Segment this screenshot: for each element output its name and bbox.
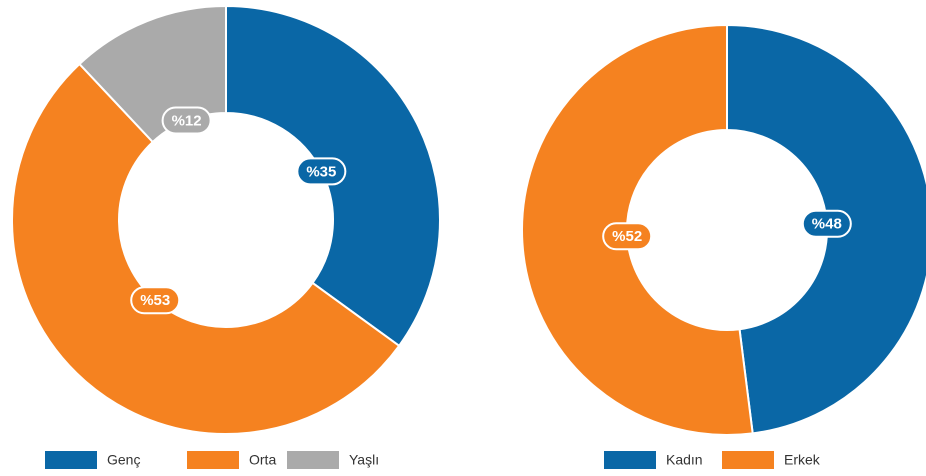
data-label: %52	[602, 222, 653, 251]
legend-swatch	[604, 451, 656, 469]
legend-label: Yaşlı	[349, 452, 379, 468]
donut-segment	[11, 62, 401, 435]
legend-label: Genç	[107, 452, 140, 468]
data-label-box	[161, 106, 212, 135]
legend-swatch	[287, 451, 339, 469]
data-label-box	[296, 157, 347, 186]
donut-segment	[521, 23, 754, 436]
data-label: %53	[130, 286, 181, 315]
legend-swatch	[722, 451, 774, 469]
data-label-box	[602, 222, 653, 251]
legend-label: Kadın	[666, 452, 703, 468]
data-label-text: %53	[140, 292, 170, 309]
data-label-text: %12	[172, 112, 202, 129]
data-label-text: %35	[306, 163, 336, 180]
data-label-box	[801, 209, 852, 238]
donut-segment	[726, 23, 926, 435]
legend-swatch	[187, 451, 239, 469]
data-label: %35	[296, 157, 347, 186]
data-label-text: %52	[612, 228, 642, 245]
legend-label: Erkek	[784, 452, 821, 468]
data-label-box	[130, 286, 181, 315]
legend-label: Orta	[249, 452, 276, 468]
legend-swatch	[45, 451, 97, 469]
data-label-text: %48	[812, 216, 842, 233]
data-label: %48	[801, 209, 852, 238]
data-label: %12	[161, 106, 212, 135]
